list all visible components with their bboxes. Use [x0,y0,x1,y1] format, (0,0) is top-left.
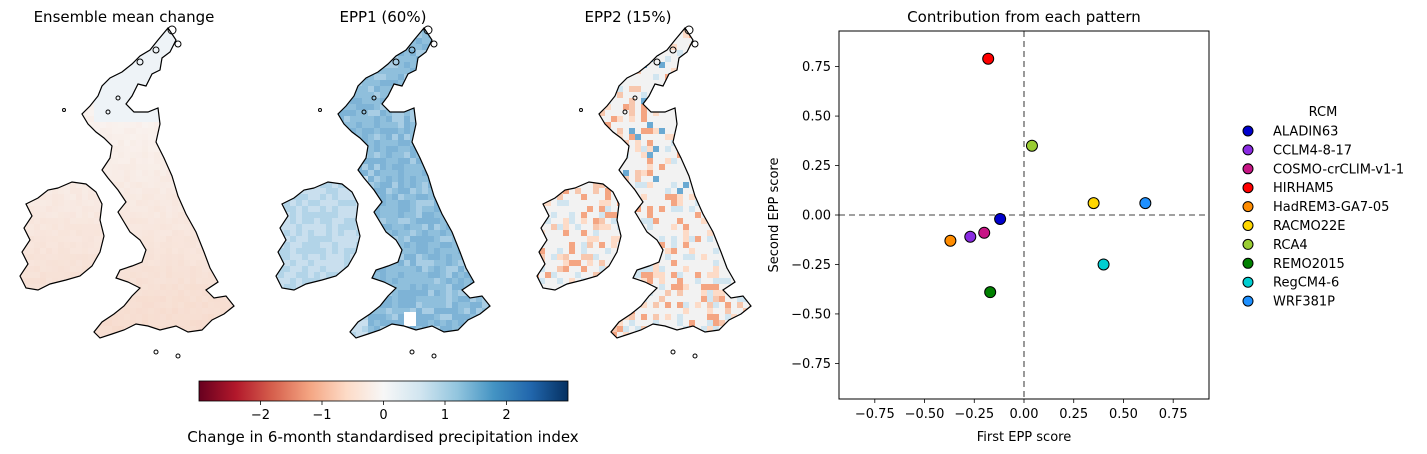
y-tick-label: 0.00 [802,209,831,224]
legend-marker [1242,257,1254,269]
x-tick-label: 0.25 [1059,407,1088,422]
legend-title: RCM [1309,105,1338,120]
legend-marker [1242,238,1254,250]
colorbar-scale [198,380,569,402]
map-panel: EPP1 (60%) [275,8,491,359]
data-point [1087,197,1100,210]
x-tick-label: 0.50 [1109,407,1138,422]
map-panel: Ensemble mean change [19,8,235,359]
data-point [984,286,997,299]
colorbar-tick-label: −2 [251,408,270,423]
legend-label: RCA4 [1273,238,1308,253]
x-tick-label: −0.50 [905,407,945,422]
legend-label: RegCM4-6 [1273,276,1339,291]
x-axis-label: First EPP score [977,430,1071,445]
legend-label: HIRHAM5 [1273,181,1334,196]
data-point [964,230,977,243]
y-tick-label: −0.75 [791,357,831,372]
data-point [1097,258,1110,271]
legend-marker [1242,125,1254,137]
legend-label: CCLM4-8-17 [1273,143,1352,158]
legend-marker [1242,220,1254,231]
map-field [276,28,490,338]
legend-marker [1242,144,1254,156]
x-tick-label: −0.75 [855,407,895,422]
x-tick-label: −0.25 [954,407,994,422]
map-title: Ensemble mean change [34,8,215,26]
legend-label: RACMO22E [1273,219,1345,234]
data-point [1025,139,1038,152]
y-tick-label: 0.25 [802,159,831,174]
map-title: EPP2 (15%) [585,8,672,26]
y-axis-label: Second EPP score [767,158,782,273]
legend-marker [1242,182,1254,194]
map-panel: EPP2 (15%) [536,8,752,359]
legend-label: COSMO-crCLIM-v1-1 [1273,162,1404,177]
chart-title: Contribution from each pattern [907,8,1141,26]
map-field [537,28,751,338]
data-point [982,52,995,65]
y-tick-label: 0.50 [802,110,831,125]
colorbar-tick-label: 0 [379,408,387,423]
data-point [1139,197,1152,210]
colorbar-tick-label: 1 [441,408,449,423]
scatter-panel: Contribution from each pattern −0.75 −0.50… [767,8,1210,445]
y-tick-label: 0.75 [802,60,831,75]
legend: RCM ALADIN63 CCLM4-8-17 COSMO-crCLIM-v1-1 HI… [1242,105,1404,310]
x-tick-label: 0.75 [1159,407,1188,422]
maps-layer: Ensemble mean change EPP1 (60%) EPP2 (15%) [19,8,752,359]
map-title: EPP1 (60%) [340,8,427,26]
y-tick-label: −0.50 [791,307,831,322]
y-tick-label: −0.25 [791,258,831,273]
colorbar-label: Change in 6-month standardised precipita… [187,428,579,446]
legend-marker [1242,201,1254,213]
map-field [20,28,234,338]
data-point [994,212,1007,225]
legend-marker [1242,163,1254,175]
legend-marker [1242,276,1254,288]
data-point [944,234,957,247]
x-tick-label: 0.00 [1010,407,1039,422]
legend-label: ALADIN63 [1273,125,1338,140]
legend-label: HadREM3-GA7-05 [1273,200,1389,215]
colorbar-tick-label: −1 [312,408,331,423]
data-point [978,226,991,239]
legend-label: WRF381P [1273,295,1335,310]
legend-marker [1242,295,1254,307]
colorbar-tick-label: 2 [502,408,510,423]
colorbar: −2 −1 0 1 2 Change in 6-month standardised pr… [187,380,579,446]
legend-label: REMO2015 [1273,257,1345,272]
